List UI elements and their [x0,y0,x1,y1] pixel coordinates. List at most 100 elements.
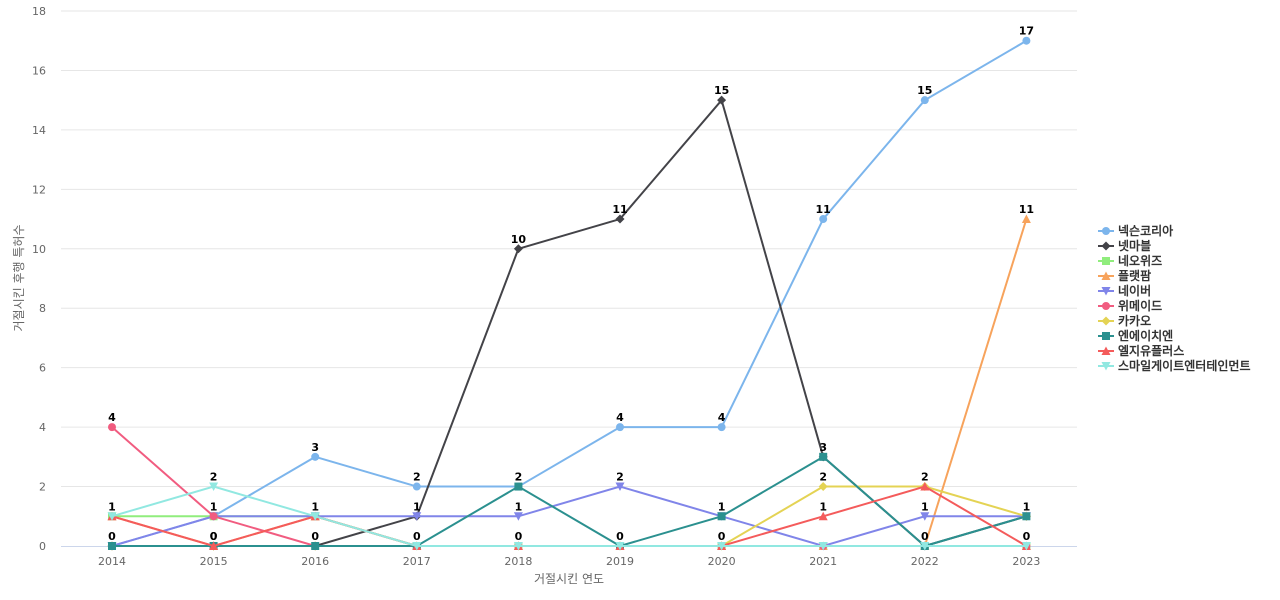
legend-item[interactable]: 엘지유플러스 [1098,343,1184,358]
data-label: 0 [616,530,624,543]
legend-item[interactable]: 플랫팜 [1098,268,1151,283]
series-point [412,542,422,551]
legend-item[interactable]: 넥슨코리아 [1098,223,1173,238]
x-axis-title: 거절시킨 연도 [534,572,604,586]
x-tick-label: 2022 [911,555,939,568]
series-point [1022,512,1031,521]
legend-swatch-marker [1102,257,1110,265]
data-label: 0 [1023,530,1031,543]
data-label: 0 [311,530,319,543]
data-label: 1 [718,500,726,513]
legend-swatch-marker [1101,316,1111,326]
legend-label: 네오위즈 [1118,253,1162,268]
data-label: 4 [718,411,726,424]
series-point [513,542,523,551]
series-point [513,244,523,254]
series-point [818,511,828,521]
series-10 [107,482,1031,551]
legend-item[interactable]: 네이버 [1098,283,1151,298]
data-label: 11 [612,203,627,216]
y-axis-title: 거절시킨 후행 특허수 [11,225,26,332]
legend-label: 네이버 [1118,283,1151,298]
data-label: 0 [413,530,421,543]
series-point [717,95,727,105]
legend-item[interactable]: 위메이드 [1098,298,1162,313]
data-label: 10 [511,233,527,246]
x-tick-label: 2020 [708,555,736,568]
legend: 넥슨코리아넷마블네오위즈플랫팜네이버위메이드카카오엔에이치엔엘지유플러스스마일게… [1098,223,1250,373]
y-tick-label: 14 [32,124,46,137]
data-label: 17 [1019,25,1034,38]
series-point [108,423,116,432]
legend-swatch-marker [1101,346,1111,355]
y-tick-label: 10 [32,243,46,256]
data-label: 1 [210,500,218,513]
legend-swatch-marker [1102,227,1110,235]
x-tick-label: 2015 [200,555,228,568]
series-point [311,542,320,550]
data-label: 1 [515,500,523,513]
series-2 [107,95,1031,551]
x-axis-ticks: 2014 2015 2016 2017 2018 2019 2020 2021 2022 2023 [98,555,1040,568]
series-point [717,542,727,551]
data-label: 11 [816,203,831,216]
legend-label: 위메이드 [1118,298,1162,313]
legend-swatch-marker [1101,362,1111,371]
data-label: 2 [515,471,523,484]
x-tick-label: 2016 [301,555,329,568]
legend-item[interactable]: 카카오 [1098,313,1151,328]
legend-label: 넷마블 [1118,238,1151,253]
data-label: 0 [515,530,523,543]
data-label: 11 [1019,203,1034,216]
data-label: 2 [819,471,827,484]
series-point [717,512,726,521]
data-label: 1 [413,500,421,513]
legend-swatch-marker [1101,241,1111,251]
data-label: 0 [921,530,929,543]
legend-label: 카카오 [1118,313,1151,328]
legend-label: 넥슨코리아 [1118,223,1173,238]
data-label: 1 [819,500,827,513]
series-line [112,515,1027,547]
y-tick-label: 16 [32,64,46,77]
legend-label: 엔에이치엔 [1118,328,1173,343]
data-label: 2 [616,471,624,484]
legend-item[interactable]: 넷마블 [1098,238,1151,253]
legend-swatch-marker [1102,332,1110,340]
series-point [920,96,929,105]
data-label: 1 [311,500,319,513]
data-label: 0 [718,530,726,543]
series-point [616,423,624,432]
y-tick-label: 2 [39,481,46,494]
data-label: 0 [210,530,218,543]
legend-item[interactable]: 스마일게이트엔터테인먼트 [1098,358,1250,373]
data-label: 2 [921,471,929,484]
data-label: 1 [108,500,116,513]
data-label: 2 [210,471,218,484]
series-point [920,482,930,491]
series-point [1021,542,1031,551]
data-label: 2 [413,471,421,484]
legend-item[interactable]: 네오위즈 [1098,253,1162,268]
series-point [920,542,930,551]
series-1 [108,36,1031,550]
series-point [717,423,726,432]
y-tick-label: 6 [39,362,46,375]
series-point [209,482,219,492]
series-point [514,482,523,491]
series-point [615,482,625,492]
data-label: 1 [921,500,929,513]
y-axis-ticks: 0 2 4 6 8 10 12 14 16 18 [32,5,46,553]
data-label: 4 [108,411,116,424]
legend-label: 엘지유플러스 [1118,343,1184,358]
data-label: 3 [819,441,827,454]
x-tick-label: 2017 [403,555,431,568]
x-tick-label: 2023 [1012,555,1040,568]
data-label: 1 [1023,500,1031,513]
series-point [819,215,828,224]
series-line [111,39,1027,547]
legend-item[interactable]: 엔에이치엔 [1098,328,1173,343]
series-4 [107,214,1031,550]
data-label: 3 [311,441,319,454]
